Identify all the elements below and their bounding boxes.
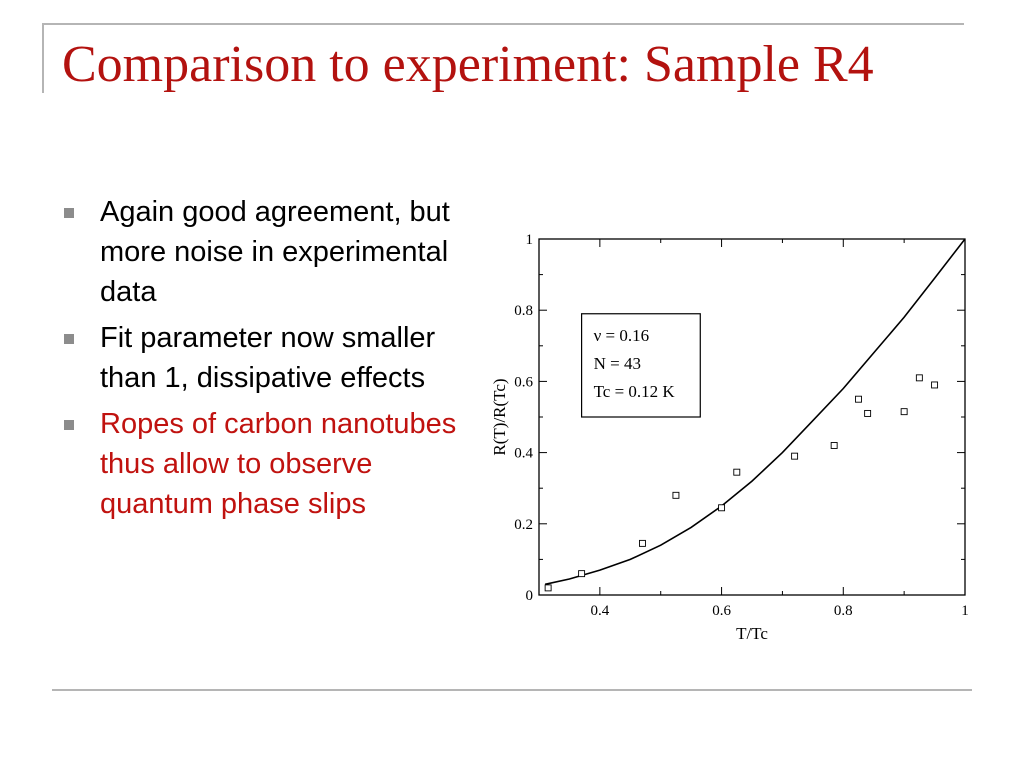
fit-curve-line: [544, 238, 966, 586]
data-point-square: [639, 539, 646, 547]
y-tick-label: 1: [526, 232, 534, 248]
y-tick-label: 0.8: [514, 303, 533, 319]
x-tick-label: 0.4: [590, 603, 609, 619]
x-tick-label: 0.6: [712, 603, 731, 619]
title-frame-left-line: [42, 23, 44, 93]
square-bullet-icon: [64, 420, 74, 430]
data-point-square: [855, 395, 862, 403]
data-point-square: [931, 381, 939, 389]
bottom-rule: [52, 689, 972, 691]
square-bullet-icon: [64, 334, 74, 344]
data-point-square: [544, 584, 552, 592]
data-point-square: [791, 452, 799, 460]
parameter-box: [580, 313, 701, 418]
y-tick-label: 0.4: [514, 446, 533, 462]
bullet-list: Again good agreement, but more noise in …: [62, 192, 492, 530]
parameter-text: N = 43: [594, 354, 641, 373]
x-axis-label: T/Tc: [736, 624, 768, 643]
title-frame-top-line: [42, 23, 964, 25]
resistance-ratio-chart: 0 0.2 0.4 0.6 0.8 1 0.4 0.6 0.8 1 T/Tc R(T)/R(Tc) ν …: [490, 232, 969, 643]
bullet-text-1: Again good agreement, but more noise in …: [100, 196, 450, 308]
bullet-text-2: Fit parameter now smaller than 1, dissip…: [100, 322, 436, 394]
data-point-square: [578, 570, 586, 578]
data-point-square: [672, 491, 680, 499]
data-point-square: [864, 409, 872, 417]
data-point-square: [915, 374, 923, 382]
data-point-square: [733, 468, 741, 476]
y-tick-label: 0: [526, 588, 534, 604]
slide-title: Comparison to experiment: Sample R4: [62, 36, 874, 93]
x-tick-label: 1: [961, 603, 969, 619]
y-tick-label: 0.2: [514, 517, 533, 533]
data-point-square: [718, 504, 726, 512]
x-tick-label: 0.8: [834, 603, 853, 619]
bullet-item-2: Fit parameter now smaller than 1, dissip…: [62, 318, 492, 398]
bullet-item-3: Ropes of carbon nanotubes thus allow to …: [62, 404, 492, 524]
parameter-text: Tc = 0.12 K: [594, 382, 676, 401]
data-point-square: [900, 408, 908, 416]
bullet-text-3: Ropes of carbon nanotubes thus allow to …: [100, 408, 457, 520]
square-bullet-icon: [64, 208, 74, 218]
parameter-text: ν = 0.16: [594, 326, 650, 345]
y-axis-label: R(T)/R(Tc): [490, 378, 509, 455]
y-tick-label: 0.6: [514, 374, 533, 390]
bullet-item-1: Again good agreement, but more noise in …: [62, 192, 492, 312]
data-point-square: [830, 442, 838, 449]
